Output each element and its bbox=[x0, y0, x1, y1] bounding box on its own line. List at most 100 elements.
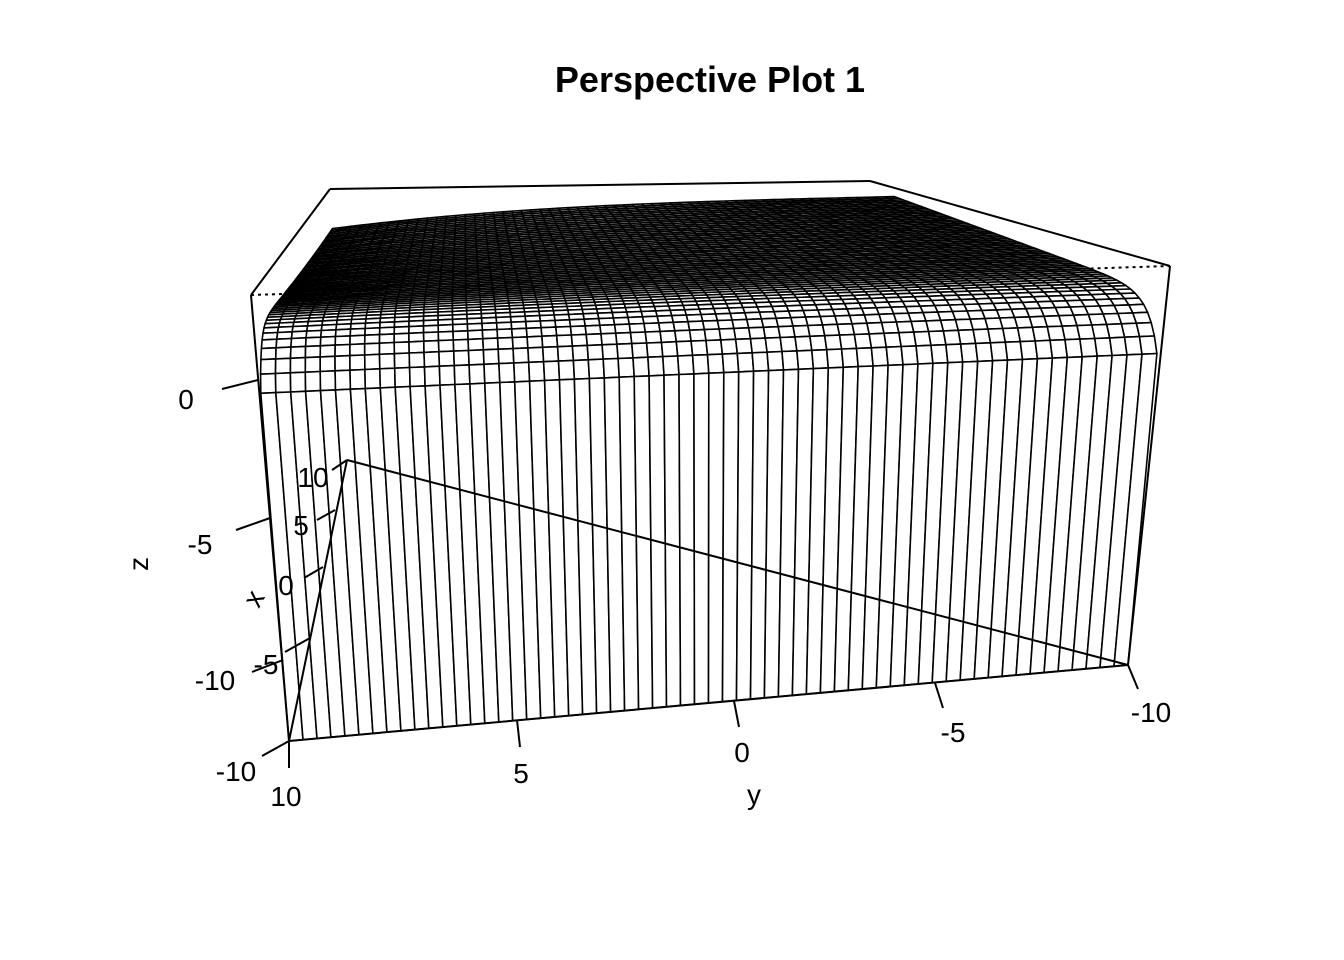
box-edge-left-top bbox=[250, 188, 331, 296]
surface-facet bbox=[423, 350, 441, 368]
surface-facet bbox=[556, 345, 575, 362]
y-tick-label: 0 bbox=[734, 737, 750, 768]
surface-facet bbox=[602, 357, 621, 379]
surface-facet bbox=[527, 346, 545, 364]
surface-facet bbox=[647, 355, 665, 377]
surface-facet bbox=[760, 317, 780, 329]
surface-facet bbox=[541, 334, 559, 349]
z-tick-label: -10 bbox=[195, 665, 235, 696]
surface-facet bbox=[809, 334, 828, 352]
box-edge-right-top bbox=[869, 180, 1171, 267]
surface-facet bbox=[693, 372, 710, 706]
surface-facet bbox=[423, 365, 441, 387]
surface-facet bbox=[585, 332, 603, 347]
surface-facet bbox=[629, 331, 648, 345]
box-edge-bottom-left bbox=[288, 459, 348, 742]
surface-facet bbox=[794, 335, 813, 352]
z-tick bbox=[221, 379, 259, 390]
surface-facet bbox=[510, 327, 528, 339]
surface-facet bbox=[661, 355, 680, 377]
surface-facet bbox=[260, 346, 277, 361]
surface-facet bbox=[749, 337, 768, 354]
surface-facet bbox=[304, 344, 322, 359]
surface-facet bbox=[408, 340, 425, 354]
surface-facet bbox=[628, 322, 647, 334]
surface-facet bbox=[825, 348, 845, 369]
surface-facet bbox=[334, 343, 351, 358]
surface-facet bbox=[274, 357, 292, 375]
box-edge-right-vertical bbox=[1127, 265, 1171, 666]
surface-facet bbox=[378, 352, 396, 370]
surface-facet bbox=[570, 333, 589, 347]
y-axis-label: y bbox=[747, 779, 761, 810]
y-tick bbox=[1127, 664, 1139, 690]
y-tick-label: 10 bbox=[270, 781, 301, 812]
surface-facet bbox=[260, 338, 278, 350]
surface-facet bbox=[675, 340, 694, 357]
surface-facet bbox=[840, 347, 860, 369]
surface-facet bbox=[745, 317, 765, 329]
surface-facet bbox=[274, 346, 292, 360]
surface-facet bbox=[855, 346, 874, 368]
surface-facet bbox=[452, 349, 470, 367]
surface-facet bbox=[438, 364, 456, 387]
surface-facet bbox=[688, 328, 707, 342]
surface-facet bbox=[466, 329, 484, 341]
z-tick-label: -5 bbox=[188, 529, 213, 560]
surface-facet bbox=[673, 329, 692, 343]
surface-facet bbox=[467, 337, 485, 352]
surface-facet bbox=[614, 331, 633, 346]
surface-facet bbox=[496, 336, 514, 351]
surface-facet bbox=[452, 329, 469, 341]
surface-facet bbox=[601, 343, 619, 360]
surface-facet bbox=[1128, 303, 1149, 314]
box-edge-back-top bbox=[329, 180, 871, 190]
surface-facet bbox=[736, 351, 755, 373]
surface-facet bbox=[349, 368, 367, 391]
surface-facet bbox=[363, 342, 381, 356]
surface-facet bbox=[915, 344, 934, 365]
box-edge-floor-diagonal bbox=[346, 459, 1129, 666]
z-tick bbox=[235, 517, 271, 531]
surface-mesh bbox=[259, 195, 1158, 742]
surface-facet bbox=[779, 336, 798, 353]
surface-facet bbox=[304, 336, 322, 348]
surface-facet bbox=[482, 348, 500, 366]
surface-facet bbox=[334, 369, 352, 391]
surface-facet bbox=[587, 358, 606, 380]
surface-facet bbox=[705, 339, 724, 356]
surface-facet bbox=[764, 336, 783, 354]
x-tick bbox=[284, 637, 311, 653]
surface-facet bbox=[319, 369, 337, 392]
surface-facet bbox=[691, 353, 710, 375]
surface-facet bbox=[497, 347, 515, 365]
surface-facet bbox=[690, 339, 709, 357]
y-tick-label: 5 bbox=[513, 758, 529, 789]
surface-facet bbox=[572, 358, 591, 381]
surface-facet bbox=[706, 353, 725, 375]
surface-facet bbox=[453, 364, 471, 386]
surface-facet bbox=[719, 338, 739, 355]
x-tick bbox=[331, 459, 348, 471]
surface-facet bbox=[701, 319, 721, 331]
z-tick-label: 0 bbox=[178, 384, 194, 415]
surface-facet bbox=[393, 366, 411, 389]
surface-facet bbox=[364, 367, 382, 390]
surface-facet bbox=[644, 330, 663, 344]
surface-facet bbox=[721, 352, 740, 374]
surface-facet bbox=[527, 360, 546, 383]
surface-facet bbox=[731, 318, 750, 330]
surface-facet bbox=[945, 343, 964, 364]
surface-facet bbox=[541, 345, 560, 363]
surface-facet bbox=[571, 344, 590, 362]
surface-facet bbox=[334, 335, 352, 346]
surface-facet bbox=[659, 329, 678, 344]
surface-facet bbox=[467, 348, 485, 366]
surface-facet bbox=[540, 326, 558, 338]
surface-facet bbox=[393, 332, 410, 344]
surface-facet bbox=[930, 343, 949, 365]
z-axis-label: z bbox=[123, 557, 154, 571]
surface-facet bbox=[707, 371, 725, 704]
surface-facet bbox=[569, 325, 588, 336]
surface-facet bbox=[617, 357, 636, 379]
